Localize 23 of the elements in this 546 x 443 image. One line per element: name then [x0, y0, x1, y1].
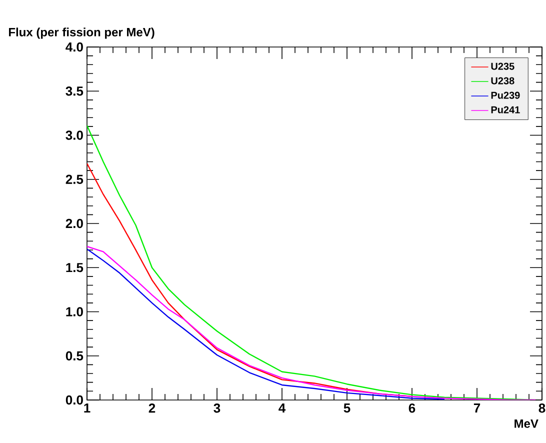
y-tick-label: 4.0: [66, 42, 83, 52]
x-tick-label: 7: [474, 404, 480, 412]
x-tick-label: 3: [214, 404, 220, 413]
x-tick-label: 1: [84, 404, 90, 412]
y-tick-label: 1.5: [66, 263, 84, 272]
x-axis-title: MeV: [514, 420, 538, 428]
y-tick-label: 3.5: [66, 86, 84, 96]
y-tick-label: 2.5: [66, 174, 84, 184]
y-tick-label: 1.0: [66, 307, 83, 316]
x-tick-label: 5: [344, 404, 350, 413]
legend-label: Pu239: [491, 92, 520, 99]
legend-label: U235: [491, 62, 514, 70]
y-tick-label: 0.5: [66, 351, 84, 360]
y-tick-label: 0.0: [66, 395, 83, 405]
x-tick-label: 2: [148, 404, 156, 413]
legend-label: U238: [491, 77, 514, 84]
legend-label: Pu241: [491, 106, 520, 114]
y-axis-title: Flux (per fission per MeV): [9, 28, 154, 39]
x-tick-label: 8: [538, 404, 546, 413]
y-tick-label: 3.0: [66, 130, 83, 140]
x-tick-label: 6: [408, 404, 416, 413]
y-tick-label: 2.0: [66, 218, 83, 228]
x-tick-label: 4: [278, 404, 286, 412]
